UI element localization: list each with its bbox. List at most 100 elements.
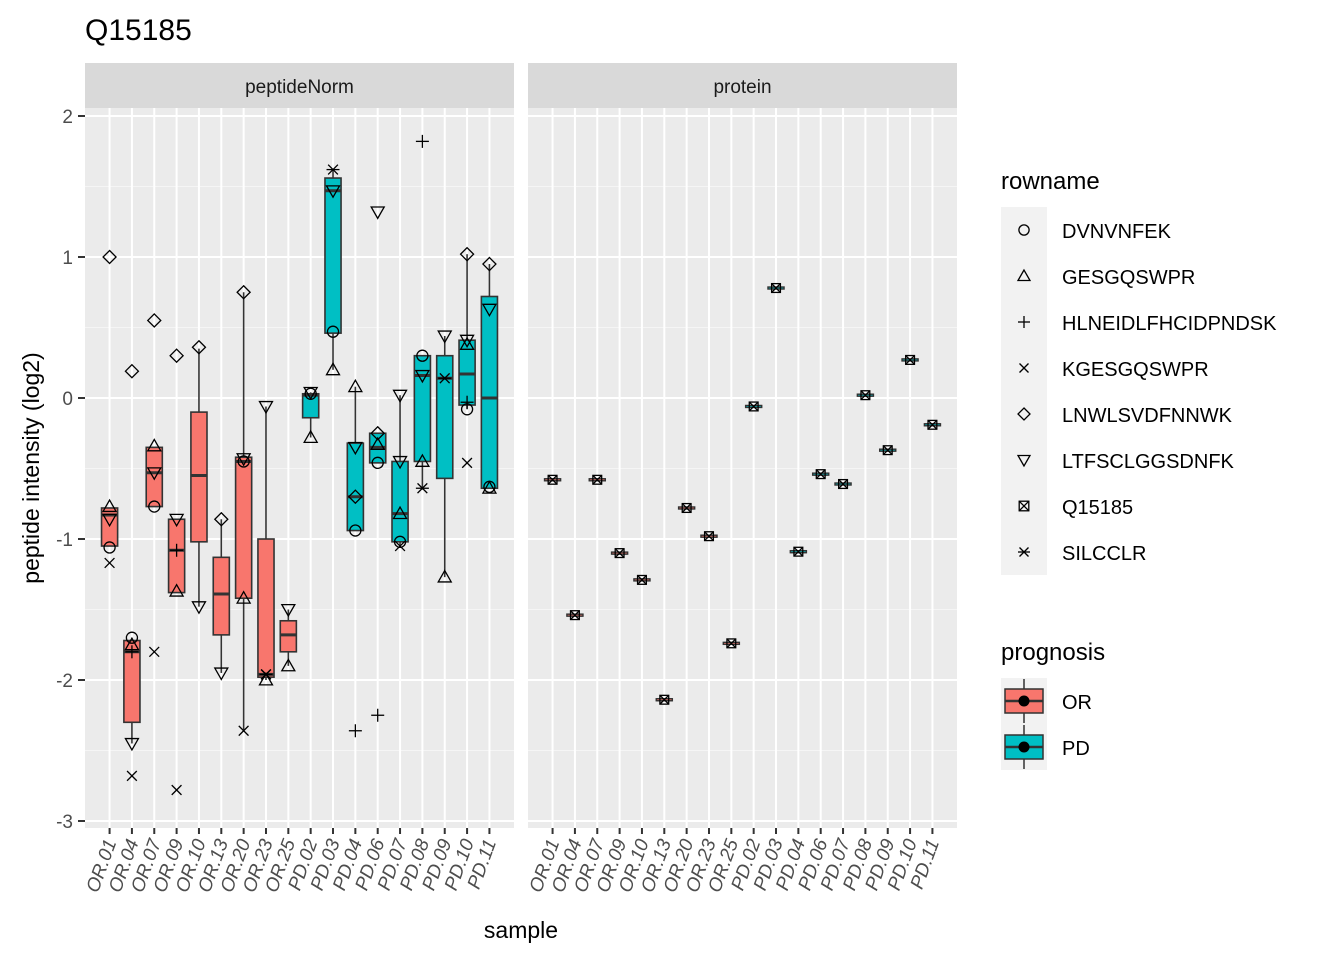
point-PD.11 — [482, 256, 497, 272]
box-PD.08 — [413, 354, 432, 490]
legend-prognosis-title: prognosis — [1001, 639, 1105, 666]
point-PD.03 — [325, 185, 341, 199]
marker-cross-b — [104, 557, 115, 569]
marker-cross-b — [1019, 363, 1029, 373]
marker-triangle-down — [414, 369, 431, 384]
point-OR.07 — [148, 500, 161, 513]
marker-circle — [103, 541, 116, 554]
point-OR.01 — [104, 557, 115, 569]
marker-asterisk-b — [417, 482, 428, 494]
legend-label: Q15185 — [1062, 497, 1133, 519]
point-OR.09 — [168, 583, 185, 597]
marker-triangle-up — [1016, 268, 1032, 282]
marker-square — [1018, 500, 1030, 512]
protein-box-PD.08 — [856, 390, 875, 401]
box-body — [145, 446, 164, 508]
marker-triangle-down — [101, 513, 118, 528]
protein-box-PD.06 — [811, 469, 830, 480]
marker-square — [703, 531, 715, 542]
legend-key-triangle-up — [1016, 268, 1032, 282]
box-OR.23 — [257, 406, 275, 680]
marker-triangle-down — [459, 334, 475, 349]
marker-diamond — [236, 284, 252, 300]
marker-square — [882, 445, 893, 456]
marker-triangle-up — [392, 505, 408, 520]
point-PD.06 — [370, 425, 386, 441]
point-OR.10 — [191, 339, 207, 355]
point-PD.03 — [326, 325, 340, 338]
marker-triangle-up — [258, 672, 274, 686]
marker-square — [569, 610, 580, 621]
legend-label: PD — [1062, 738, 1090, 760]
point-OR.04 — [124, 737, 140, 752]
legend-key-background — [1001, 391, 1047, 437]
marker-diamond — [1017, 407, 1031, 421]
point-PD.10 — [460, 395, 474, 409]
point-PD.08 — [414, 369, 431, 384]
legend-key-circle — [1018, 224, 1030, 236]
box-body — [391, 460, 409, 543]
marker-asterisk-b — [327, 164, 339, 175]
marker-square — [837, 478, 849, 490]
point-PD.06 — [370, 206, 386, 220]
protein-box-OR.01 — [543, 474, 562, 485]
point-OR.09 — [168, 513, 185, 528]
marker-triangle-down — [213, 667, 229, 681]
marker-cross-b — [461, 457, 473, 469]
point-OR.20 — [236, 284, 252, 300]
marker-square-diag-b — [637, 575, 647, 585]
protein-box-OR.13 — [655, 694, 674, 705]
marker-square-diag-b — [882, 445, 893, 456]
protein-box-OR.09 — [610, 548, 629, 559]
legend-key-dot — [1018, 741, 1030, 753]
protein-box-OR.10 — [633, 574, 651, 585]
marker-triangle-up — [481, 480, 498, 494]
legend-label: KGESGQSWPR — [1062, 359, 1209, 381]
marker-triangle-down — [437, 330, 453, 344]
marker-square-diag-b — [927, 419, 938, 430]
marker-circle — [349, 524, 362, 537]
point-PD.09 — [438, 372, 452, 384]
y-axis: 2 1 0 -1 -2 -3 — [56, 107, 85, 833]
protein-point — [815, 469, 826, 480]
marker-triangle-down — [392, 389, 408, 403]
legend-key-square-cross — [1018, 500, 1030, 512]
point-PD.07 — [392, 389, 408, 403]
point-PD.03 — [325, 361, 341, 376]
marker-square-diag-b — [726, 638, 737, 649]
marker-triangle-down — [303, 386, 319, 401]
point-OR.20 — [238, 725, 249, 737]
marker-square — [592, 474, 603, 485]
protein-point — [636, 574, 648, 585]
marker-cross-b — [394, 540, 406, 552]
protein-point — [927, 419, 938, 430]
protein-point — [726, 638, 737, 649]
protein-point — [614, 548, 625, 559]
box-body — [324, 177, 342, 334]
y-tick-label: 2 — [62, 107, 73, 128]
marker-triangle-down — [191, 601, 207, 615]
marker-diamond — [347, 489, 363, 505]
protein-point — [592, 474, 603, 485]
box-PD.02 — [301, 392, 320, 438]
marker-triangle-up — [168, 583, 185, 597]
box-body — [257, 538, 275, 678]
marker-triangle-down — [168, 513, 185, 528]
point-OR.04 — [126, 770, 138, 782]
marker-square — [770, 282, 782, 294]
marker-triangle-up — [303, 429, 319, 444]
protein-box-OR.07 — [588, 474, 607, 485]
legend-key-background — [1001, 253, 1047, 299]
marker-circle — [326, 325, 340, 338]
marker-triangle-up — [236, 590, 252, 604]
protein-point — [770, 282, 782, 294]
marker-square — [659, 694, 670, 705]
protein-point — [860, 390, 871, 401]
legend-label: OR — [1062, 692, 1092, 714]
point-PD.08 — [416, 349, 429, 362]
point-OR.07 — [146, 313, 162, 328]
facet-strip — [85, 63, 514, 108]
marker-triangle-down — [325, 185, 341, 199]
facet-panel-peptideNorm: peptideNorm — [85, 63, 514, 828]
marker-triangle-up — [101, 498, 118, 513]
